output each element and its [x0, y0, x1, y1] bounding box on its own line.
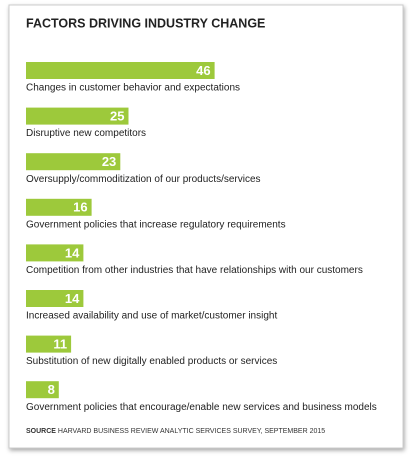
- bar: [26, 335, 72, 353]
- value-label: 11: [53, 337, 67, 352]
- category-label: Competition from other industries that h…: [26, 265, 363, 276]
- value-label: 23: [102, 154, 116, 169]
- category-label: Disruptive new competitors: [26, 128, 146, 139]
- value-label: 8: [48, 382, 55, 397]
- category-label: Government policies that encourage/enabl…: [26, 402, 377, 413]
- value-label: 25: [110, 109, 124, 124]
- value-label: 46: [196, 63, 210, 78]
- value-label: 14: [65, 291, 80, 306]
- category-label: Changes in customer behavior and expecta…: [26, 83, 240, 94]
- bar: [26, 153, 121, 171]
- source: SOURCE HARVARD BUSINESS REVIEW ANALYTIC …: [26, 428, 325, 435]
- category-label: Substitution of new digitally enabled pr…: [26, 356, 277, 367]
- bar: [26, 381, 59, 399]
- bar: [26, 62, 215, 79]
- category-label: Increased availability and use of market…: [26, 311, 277, 322]
- bar: [26, 290, 84, 307]
- value-label: 14: [65, 245, 80, 260]
- source-label: SOURCE: [26, 428, 56, 435]
- chart-title: FACTORS DRIVING INDUSTRY CHANGE: [26, 16, 265, 30]
- category-label: Oversupply/commoditization of our produc…: [26, 174, 261, 185]
- bar: [26, 107, 129, 125]
- value-label: 16: [73, 200, 87, 215]
- bar: [26, 244, 84, 262]
- bar: [26, 198, 92, 216]
- source-text: HARVARD BUSINESS REVIEW ANALYTIC SERVICE…: [58, 428, 325, 435]
- category-label: Government policies that increase regula…: [26, 219, 286, 230]
